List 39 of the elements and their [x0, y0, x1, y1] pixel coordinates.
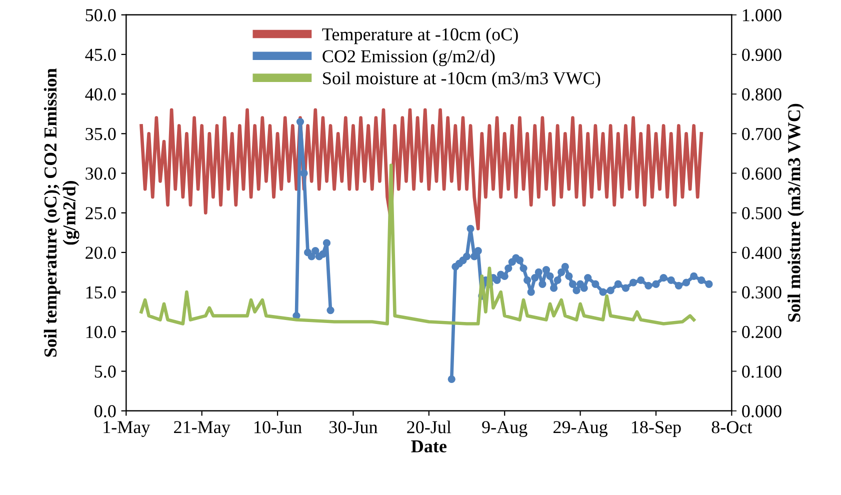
x-tick-label: 1-May	[104, 421, 150, 437]
y-tick-label: 25.0	[86, 207, 116, 220]
y-tick-label: 0.0	[94, 405, 116, 418]
y2-tick-label: 0.600	[742, 168, 782, 180]
y-tick-label: 10.0	[86, 326, 116, 338]
y-axis-title: Soil temperature (oC); CO2 Emission (g/m2/d)	[44, 68, 80, 357]
y2-tick-label: 0.500	[742, 207, 782, 220]
x-tick-label: 20-Jul	[407, 420, 452, 434]
x-tick-label: 21-May	[174, 421, 230, 437]
y2-tick-label: 0.200	[742, 326, 782, 338]
y2-tick-label: 0.700	[742, 128, 782, 140]
y2-tick-label: 0.300	[742, 286, 782, 299]
y2-tick-label: 1.000	[742, 9, 782, 22]
legend-label: Temperature at -10cm (oC)	[322, 28, 518, 44]
line-series	[140, 164, 696, 326]
x-tick-label: 10-Jun	[254, 421, 302, 434]
y2-tick-label: 0.900	[742, 48, 782, 61]
y2-tick-label: 0.000	[742, 405, 782, 418]
line-series	[140, 108, 704, 230]
y-tick-label: 20.0	[86, 246, 116, 259]
y-tick-label: 15.0	[86, 286, 116, 299]
x-axis-title: Date	[411, 440, 446, 452]
y-tick-label: 35.0	[86, 128, 116, 140]
y2-tick-label: 0.100	[742, 366, 782, 378]
y-tick-label: 50.0	[86, 9, 116, 22]
x-tick-label: 30-Jun	[330, 421, 378, 434]
x-tick-label: 9-Aug	[482, 421, 528, 437]
y2-tick-label: 0.800	[742, 88, 782, 101]
y2-axis-title: Soil moisture (m3/m3 VWC)	[788, 104, 804, 322]
y-tick-label: 5.0	[94, 366, 116, 378]
y2-tick-label: 0.400	[742, 246, 782, 259]
legend-label: CO2 Emission (g/m2/d)	[322, 50, 495, 66]
x-tick-label: 18-Sep	[632, 421, 681, 437]
y-tick-label: 30.0	[86, 168, 116, 180]
y-tick-label: 40.0	[85, 88, 116, 101]
x-tick-label: 29-Aug	[554, 421, 608, 437]
x-tick-label: 8-Oct	[712, 421, 752, 434]
legend-label: Soil moisture at -10cm (m3/m3 VWC)	[323, 72, 600, 88]
y-tick-label: 45.0	[85, 48, 116, 61]
